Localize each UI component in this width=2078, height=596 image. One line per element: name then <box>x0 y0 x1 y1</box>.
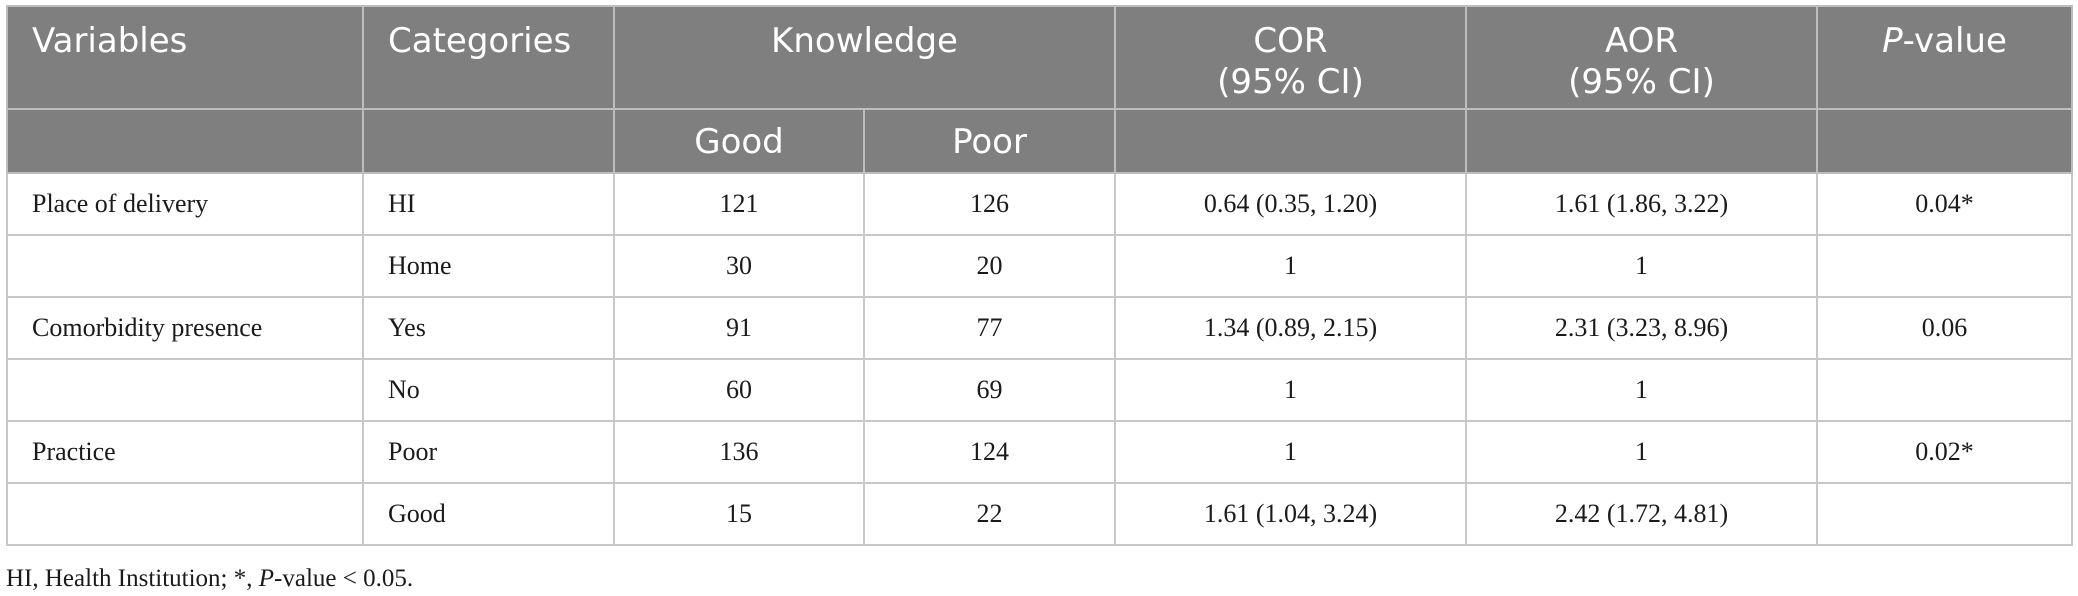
cell-aor: 2.31 (3.23, 8.96) <box>1465 296 1818 360</box>
cell-aor: 2.42 (1.72, 4.81) <box>1465 482 1818 546</box>
cell-cor: 1.34 (0.89, 2.15) <box>1114 296 1467 360</box>
cell-category: Good <box>362 482 615 546</box>
cell-poor: 124 <box>863 420 1116 484</box>
table-footnote: HI, Health Institution; *, P-value < 0.0… <box>6 565 413 593</box>
cell-cor: 1 <box>1114 358 1467 422</box>
cell-poor: 20 <box>863 234 1116 298</box>
header-aor-line1: AOR <box>1604 21 1679 61</box>
header-empty-1 <box>6 108 364 174</box>
cell-pvalue: 0.06 <box>1816 296 2073 360</box>
cell-category: Poor <box>362 420 615 484</box>
cell-pvalue <box>1816 234 2073 298</box>
cell-variable <box>6 482 364 546</box>
cell-good: 30 <box>613 234 865 298</box>
cell-pvalue <box>1816 482 2073 546</box>
header-empty-2 <box>362 108 615 174</box>
header-knowledge: Knowledge <box>613 5 1116 110</box>
header-aor-line2: (95% CI) <box>1568 62 1715 102</box>
cell-cor: 1 <box>1114 420 1467 484</box>
table-row: Place of delivery HI 121 126 0.64 (0.35,… <box>6 172 2073 236</box>
cell-variable <box>6 234 364 298</box>
header-empty-5 <box>1816 108 2073 174</box>
table-row: Home 30 20 1 1 <box>6 234 2073 298</box>
cell-good: 121 <box>613 172 865 236</box>
header-cor-line1: COR <box>1253 21 1328 61</box>
footnote-part1: HI, Health Institution; *, <box>6 565 259 592</box>
cell-poor: 22 <box>863 482 1116 546</box>
cell-cor: 1 <box>1114 234 1467 298</box>
cell-poor: 69 <box>863 358 1116 422</box>
cell-category: No <box>362 358 615 422</box>
cell-variable <box>6 358 364 422</box>
header-aor: AOR (95% CI) <box>1465 5 1818 110</box>
cell-category: HI <box>362 172 615 236</box>
header-cor: COR (95% CI) <box>1114 5 1467 110</box>
cell-aor: 1 <box>1465 420 1818 484</box>
footnote-part2: -value < 0.05. <box>274 565 414 592</box>
table-row: Good 15 22 1.61 (1.04, 3.24) 2.42 (1.72,… <box>6 482 2073 546</box>
header-variables: Variables <box>6 5 364 110</box>
cell-category: Yes <box>362 296 615 360</box>
header-cor-line2: (95% CI) <box>1217 62 1364 102</box>
cell-variable: Place of delivery <box>6 172 364 236</box>
table-row: Practice Poor 136 124 1 1 0.02* <box>6 420 2073 484</box>
cell-pvalue <box>1816 358 2073 422</box>
cell-variable: Practice <box>6 420 364 484</box>
cell-poor: 77 <box>863 296 1116 360</box>
header-categories: Categories <box>362 5 615 110</box>
cell-variable: Comorbidity presence <box>6 296 364 360</box>
cell-cor: 1.61 (1.04, 3.24) <box>1114 482 1467 546</box>
header-pvalue-rest: -value <box>1902 21 2007 61</box>
cell-good: 15 <box>613 482 865 546</box>
cell-aor: 1 <box>1465 358 1818 422</box>
header-row-1: Variables Categories Knowledge COR (95% … <box>6 5 2073 110</box>
cell-pvalue: 0.04* <box>1816 172 2073 236</box>
cell-aor: 1.61 (1.86, 3.22) <box>1465 172 1818 236</box>
cell-category: Home <box>362 234 615 298</box>
cell-cor: 0.64 (0.35, 1.20) <box>1114 172 1467 236</box>
table-row: Comorbidity presence Yes 91 77 1.34 (0.8… <box>6 296 2073 360</box>
cell-pvalue: 0.02* <box>1816 420 2073 484</box>
cell-aor: 1 <box>1465 234 1818 298</box>
header-poor: Poor <box>863 108 1116 174</box>
cell-good: 91 <box>613 296 865 360</box>
header-empty-4 <box>1465 108 1818 174</box>
table-row: No 60 69 1 1 <box>6 358 2073 422</box>
cell-good: 60 <box>613 358 865 422</box>
header-empty-3 <box>1114 108 1467 174</box>
header-pvalue-p: P <box>1882 21 1903 61</box>
header-row-2: Good Poor <box>6 108 2073 174</box>
header-pvalue: P-value <box>1816 5 2073 110</box>
header-good: Good <box>613 108 865 174</box>
cell-good: 136 <box>613 420 865 484</box>
cell-poor: 126 <box>863 172 1116 236</box>
footnote-p: P <box>258 565 275 592</box>
results-table: Variables Categories Knowledge COR (95% … <box>6 5 2073 546</box>
